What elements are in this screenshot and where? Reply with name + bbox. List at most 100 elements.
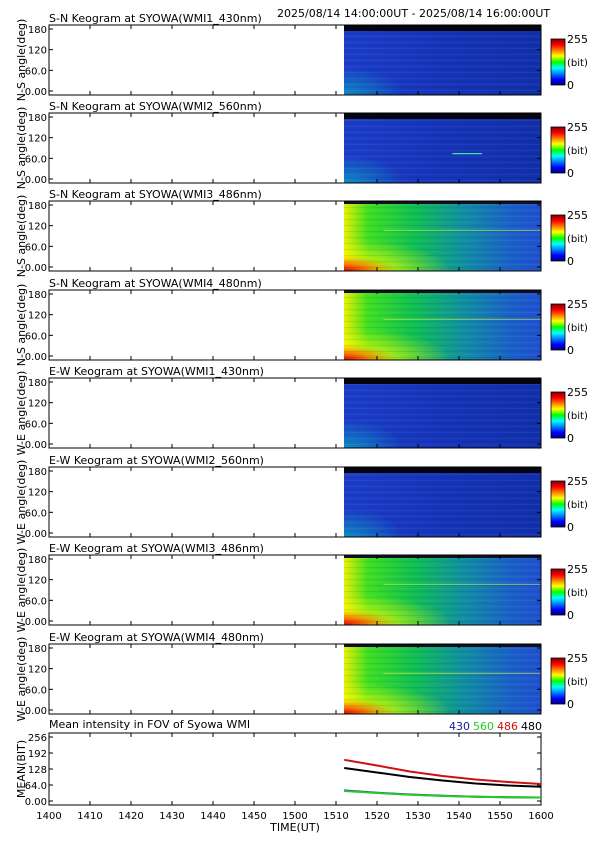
colorbar-min-label: 0: [567, 255, 574, 268]
x-tick-label: 1520: [364, 811, 389, 822]
series-line-560: [344, 790, 542, 799]
time-axis: 1400 1410 1420 1430 1440 1450 1500 1510 1520 1530…: [36, 25, 554, 834]
colorbar-min-label: 0: [567, 79, 574, 92]
y-axis-label: N-S angle(deg): [15, 19, 28, 102]
colorbar-unit-label: (bit): [567, 234, 588, 245]
colorbar: [550, 568, 566, 616]
y-tick-label: 120: [28, 488, 47, 499]
keogram-image: [344, 25, 541, 95]
y-tick-label: 60.0: [25, 154, 47, 165]
x-tick-label: 1420: [118, 811, 143, 822]
colorbar-unit-label: (bit): [567, 323, 588, 334]
y-tick-label: 0.00: [25, 87, 47, 98]
keogram-panel: S-N Keogram at SYOWA(WMI3_486nm)180 120 60…: [15, 188, 588, 277]
x-tick-label: 1540: [446, 811, 471, 822]
x-axis-label: TIME(UT): [269, 821, 320, 834]
keogram-panels: S-N Keogram at SYOWA(WMI1_430nm) 180 120 60…: [15, 12, 588, 721]
keogram-title: E-W Keogram at SYOWA(WMI2_560nm): [49, 454, 264, 467]
keogram-panel: S-N Keogram at SYOWA(WMI1_430nm)180 120 60…: [15, 12, 588, 101]
y-tick-label: 0.00: [25, 440, 47, 451]
mean-plot-frame: [48, 732, 542, 806]
x-tick-label: 1600: [528, 811, 553, 822]
colorbar-max-label: 255: [567, 386, 588, 399]
y-tick-label: 120: [28, 134, 47, 145]
y-tick-label: 0.00: [25, 617, 47, 628]
y-tick-label: 120: [28, 576, 47, 587]
y-tick-label: 120: [28, 311, 47, 322]
keogram-image: [344, 644, 541, 714]
y-axis-label: W-E angle(deg): [15, 460, 28, 545]
mean-y-tick-label: 128: [28, 765, 47, 776]
keogram-image: [344, 378, 541, 448]
y-axis-label: W-E angle(deg): [15, 637, 28, 722]
colorbar-max-label: 255: [567, 121, 588, 134]
keogram-title: S-N Keogram at SYOWA(WMI2_560nm): [49, 100, 262, 113]
colorbar-unit-label: (bit): [567, 588, 588, 599]
keogram-title: S-N Keogram at SYOWA(WMI1_430nm): [49, 12, 262, 25]
keogram-image: [344, 290, 541, 360]
y-tick-label: 0.00: [25, 529, 47, 540]
y-tick-label: 180: [28, 467, 47, 478]
y-axis-label: N-S angle(deg): [15, 284, 28, 367]
colorbar-unit-label: (bit): [567, 500, 588, 511]
y-tick-label: 180: [28, 555, 47, 566]
colorbar-max-label: 255: [567, 209, 588, 222]
keogram-title: E-W Keogram at SYOWA(WMI1_430nm): [49, 365, 264, 378]
legend-entry: 560: [473, 720, 494, 733]
colorbar-unit-label: (bit): [567, 146, 588, 157]
mean-panel-title: Mean intensity in FOV of Syowa WMI: [49, 718, 250, 731]
mean-y-tick-label: 256: [28, 733, 47, 744]
y-axis-label: W-E angle(deg): [15, 371, 28, 456]
y-tick-label: 60.0: [25, 508, 47, 519]
x-tick-label: 1410: [77, 811, 102, 822]
y-tick-label: 0.00: [25, 352, 47, 363]
keogram-panel: E-W Keogram at SYOWA(WMI4_480nm)180 120 60…: [15, 631, 588, 721]
colorbar: [550, 657, 566, 705]
colorbar-min-label: 0: [567, 609, 574, 622]
y-tick-label: 180: [28, 201, 47, 212]
y-tick-label: 0.00: [25, 706, 47, 717]
y-tick-label: 0.00: [25, 175, 47, 186]
keogram-image: [344, 201, 541, 271]
y-tick-label: 60.0: [25, 419, 47, 430]
keogram-panel: E-W Keogram at SYOWA(WMI3_486nm)180 120 60…: [15, 542, 588, 632]
mean-y-tick-label: 64.0: [25, 781, 47, 792]
y-tick-label: 180: [28, 113, 47, 124]
legend-entry: 480: [521, 720, 542, 733]
y-axis-label: W-E angle(deg): [15, 548, 28, 633]
colorbar-max-label: 255: [567, 298, 588, 311]
y-tick-label: 120: [28, 399, 47, 410]
y-tick-label: 120: [28, 46, 47, 57]
legend-entry: 486: [497, 720, 518, 733]
time-range-text: 2025/08/14 14:00:00UT - 2025/08/14 16:00…: [277, 7, 550, 20]
x-tick-label: 1550: [487, 811, 512, 822]
mean-y-tick-label: 192: [28, 749, 47, 760]
y-tick-label: 60.0: [25, 596, 47, 607]
y-tick-label: 60.0: [25, 685, 47, 696]
y-tick-label: 60.0: [25, 66, 47, 77]
keogram-panel: E-W Keogram at SYOWA(WMI2_560nm)180 120 60…: [15, 454, 588, 544]
colorbar: [550, 303, 566, 351]
colorbar-min-label: 0: [567, 698, 574, 711]
y-tick-label: 120: [28, 665, 47, 676]
series-line-480: [344, 767, 542, 788]
y-axis-label: N-S angle(deg): [15, 195, 28, 278]
x-tick-label: 1510: [323, 811, 348, 822]
x-tick-label: 1430: [159, 811, 184, 822]
mean-intensity-panel: Mean intensity in FOV of Syowa WMI 430 560…: [15, 718, 542, 808]
y-tick-label: 60.0: [25, 331, 47, 342]
colorbar-min-label: 0: [567, 432, 574, 445]
keogram-image: [344, 555, 541, 625]
y-tick-label: 60.0: [25, 242, 47, 253]
y-tick-label: 120: [28, 222, 47, 233]
keogram-title: E-W Keogram at SYOWA(WMI3_486nm): [49, 542, 264, 555]
colorbar-max-label: 255: [567, 652, 588, 665]
colorbar-max-label: 255: [567, 563, 588, 576]
colorbar-unit-label: (bit): [567, 411, 588, 422]
colorbar-min-label: 0: [567, 344, 574, 357]
colorbar-unit-label: (bit): [567, 58, 588, 69]
y-tick-label: 180: [28, 644, 47, 655]
colorbar: [550, 38, 566, 86]
keogram-title: S-N Keogram at SYOWA(WMI4_480nm): [49, 277, 262, 290]
colorbar: [550, 126, 566, 174]
